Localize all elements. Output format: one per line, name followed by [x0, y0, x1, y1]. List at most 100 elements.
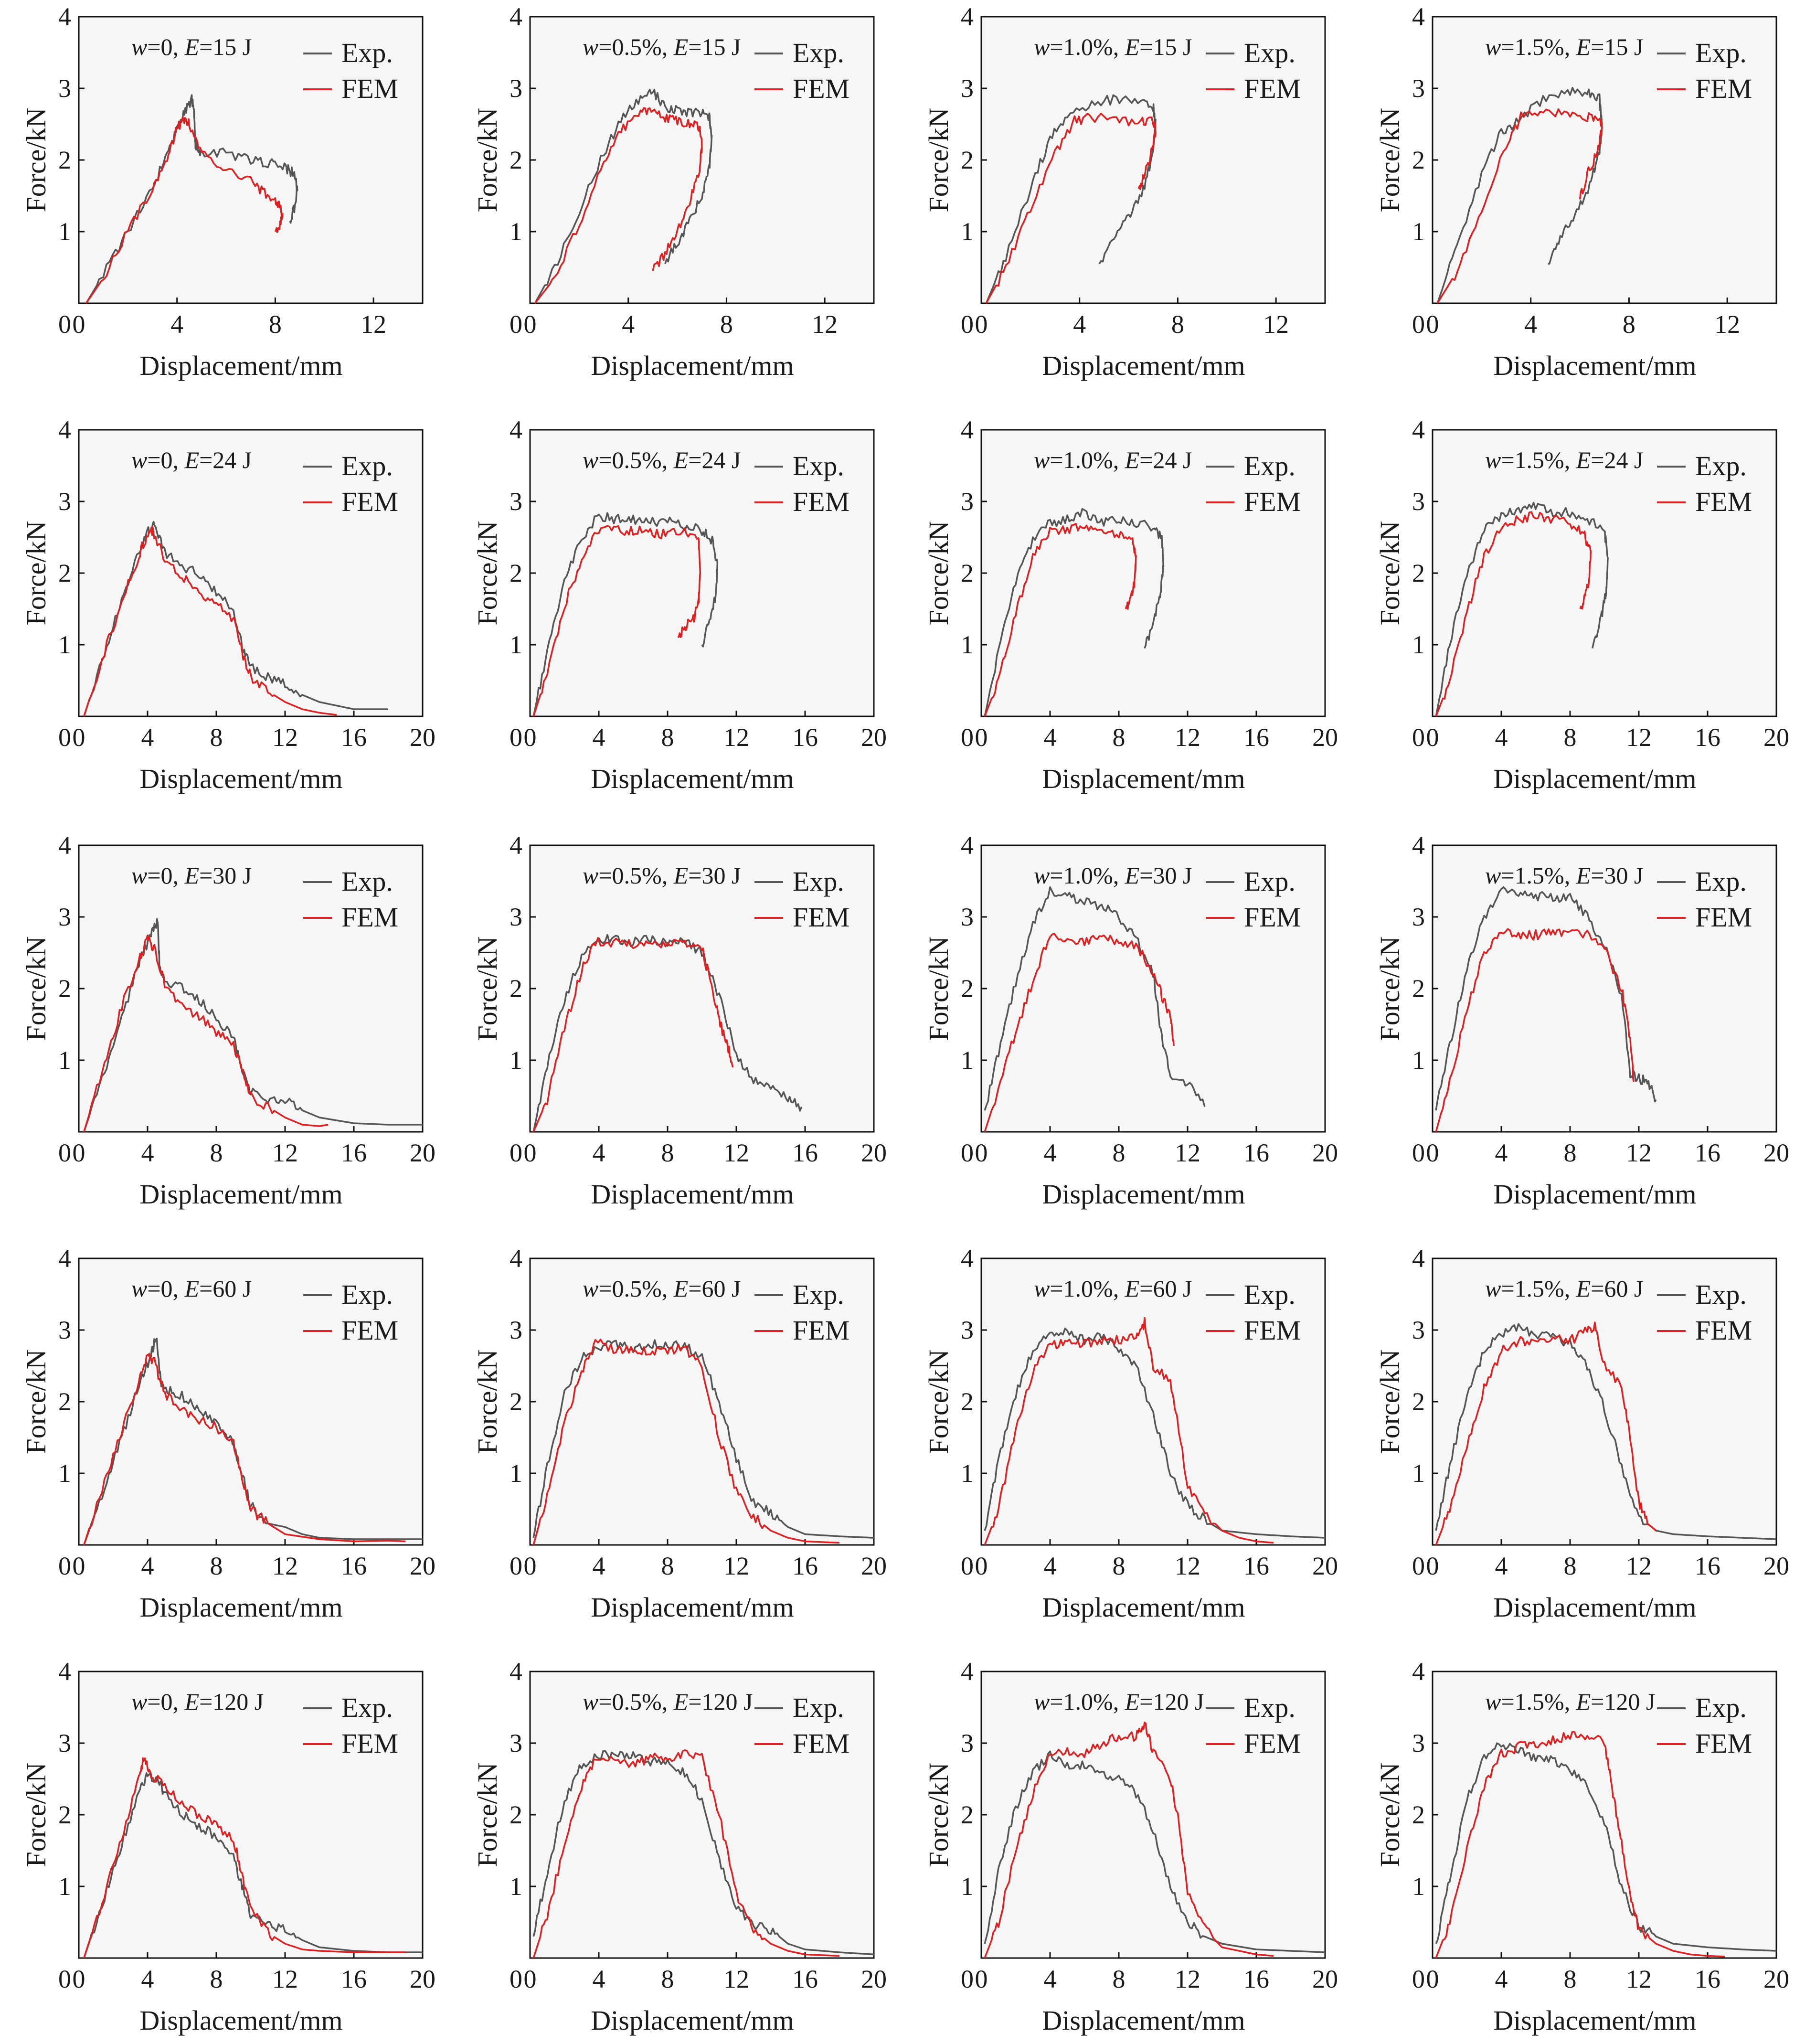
- x-axis-label: Displacement/mm: [591, 1592, 794, 1623]
- x-tick-label: 8: [210, 1139, 223, 1167]
- x-tick-label: 8: [1171, 310, 1184, 339]
- origin-label: 0: [510, 723, 522, 752]
- y-axis-label: Force/kN: [923, 936, 954, 1041]
- y-tick-label: 4: [1412, 1657, 1425, 1686]
- legend-label: FEM: [341, 1728, 398, 1759]
- y-tick-label: 3: [58, 1729, 71, 1757]
- x-tick-label: 20: [1763, 1965, 1789, 1993]
- origin-label: 0: [58, 1139, 71, 1167]
- plot-frame: [980, 429, 1326, 717]
- y-tick-label: 2: [961, 146, 974, 174]
- y-tick-label: 2: [58, 559, 71, 587]
- x-tick-label: 8: [1113, 1965, 1125, 1993]
- x-axis-label: Displacement/mm: [1042, 350, 1245, 381]
- panel-title: w=1.0%, E=15 J: [1034, 33, 1192, 60]
- y-tick-label: 1: [510, 1046, 522, 1075]
- y-axis-label: Force/kN: [472, 1762, 503, 1867]
- x-tick-label: 0: [524, 1965, 537, 1993]
- origin-label: 0: [1412, 1552, 1425, 1580]
- y-tick-label: 1: [1412, 1872, 1425, 1901]
- y-axis-label: Force/kN: [472, 107, 503, 212]
- origin-label: 0: [961, 1965, 974, 1993]
- y-tick-label: 2: [1412, 974, 1425, 1003]
- y-tick-label: 3: [510, 1316, 522, 1344]
- y-tick-label: 1: [510, 1459, 522, 1488]
- origin-label: 0: [58, 310, 71, 339]
- y-tick-label: 4: [510, 2, 522, 31]
- legend-label: FEM: [341, 902, 398, 933]
- panel-title: w=0, E=30 J: [131, 862, 252, 889]
- legend-label: Exp.: [1244, 1692, 1295, 1723]
- x-tick-label: 4: [1044, 723, 1057, 752]
- y-tick-label: 1: [58, 217, 71, 246]
- y-axis-label: Force/kN: [923, 107, 954, 212]
- x-tick-label: 20: [410, 723, 435, 752]
- y-tick-label: 2: [961, 1800, 974, 1829]
- x-tick-label: 0: [1426, 1139, 1439, 1167]
- x-tick-label: 20: [1312, 1552, 1338, 1580]
- y-tick-label: 4: [961, 415, 974, 444]
- legend-label: FEM: [1244, 1315, 1301, 1346]
- series-line: [984, 1721, 1274, 1959]
- x-tick-label: 0: [975, 310, 988, 339]
- x-tick-label: 12: [272, 1139, 298, 1167]
- x-tick-label: 16: [1243, 1965, 1269, 1993]
- legend-label: Exp.: [793, 37, 844, 68]
- plot-frame: [1432, 844, 1777, 1133]
- x-tick-label: 12: [1626, 1965, 1652, 1993]
- y-tick-label: 1: [961, 630, 974, 659]
- y-tick-label: 2: [510, 146, 522, 174]
- legend-label: Exp.: [793, 1692, 844, 1723]
- y-axis-label: Force/kN: [21, 521, 52, 625]
- x-tick-label: 20: [1763, 723, 1789, 752]
- x-tick-label: 16: [792, 1552, 818, 1580]
- plot-frame: [529, 1257, 875, 1546]
- x-tick-label: 8: [1113, 1139, 1125, 1167]
- series-line: [83, 1757, 405, 1959]
- x-tick-label: 12: [723, 1965, 749, 1993]
- legend-label: Exp.: [1695, 1279, 1747, 1310]
- legend-label: FEM: [793, 73, 849, 104]
- legend-label: Exp.: [1695, 450, 1747, 481]
- series-line: [1435, 501, 1609, 717]
- panel-title: w=0.5%, E=15 J: [583, 33, 741, 60]
- series-line: [532, 1339, 874, 1539]
- legend-label: FEM: [1244, 486, 1301, 517]
- x-tick-label: 12: [1626, 1139, 1652, 1167]
- panel-title: w=0.5%, E=24 J: [583, 447, 741, 473]
- legend-label: Exp.: [1244, 866, 1295, 897]
- x-tick-label: 8: [210, 723, 223, 752]
- y-tick-label: 3: [510, 74, 522, 103]
- x-axis-label: Displacement/mm: [139, 1592, 342, 1623]
- x-tick-label: 16: [341, 723, 367, 752]
- x-tick-label: 20: [410, 1139, 435, 1167]
- y-tick-label: 3: [961, 74, 974, 103]
- x-axis-label: Displacement/mm: [591, 350, 794, 381]
- y-tick-label: 2: [58, 1387, 71, 1416]
- legend-label: FEM: [1244, 73, 1301, 104]
- origin-label: 0: [1412, 723, 1425, 752]
- series-line: [984, 1327, 1326, 1539]
- y-axis-label: Force/kN: [472, 1349, 503, 1454]
- x-tick-label: 16: [1695, 723, 1720, 752]
- series-line: [1436, 108, 1603, 304]
- x-tick-label: 16: [1243, 723, 1269, 752]
- x-tick-label: 8: [1623, 310, 1635, 339]
- x-tick-label: 12: [272, 1965, 298, 1993]
- series-line: [1436, 87, 1603, 304]
- x-tick-label: 16: [1695, 1965, 1720, 1993]
- legend-label: Exp.: [1695, 37, 1747, 68]
- series-line: [1435, 1323, 1777, 1540]
- panel-title: w=1.5%, E=24 J: [1485, 447, 1643, 473]
- plot-frame: [529, 429, 875, 717]
- x-axis-label: Displacement/mm: [1493, 350, 1696, 381]
- panel-title: w=1.0%, E=60 J: [1034, 1275, 1192, 1302]
- origin-label: 0: [1412, 1965, 1425, 1993]
- y-tick-label: 4: [1412, 415, 1425, 444]
- x-tick-label: 0: [975, 1965, 988, 1993]
- series-line: [1435, 1321, 1657, 1545]
